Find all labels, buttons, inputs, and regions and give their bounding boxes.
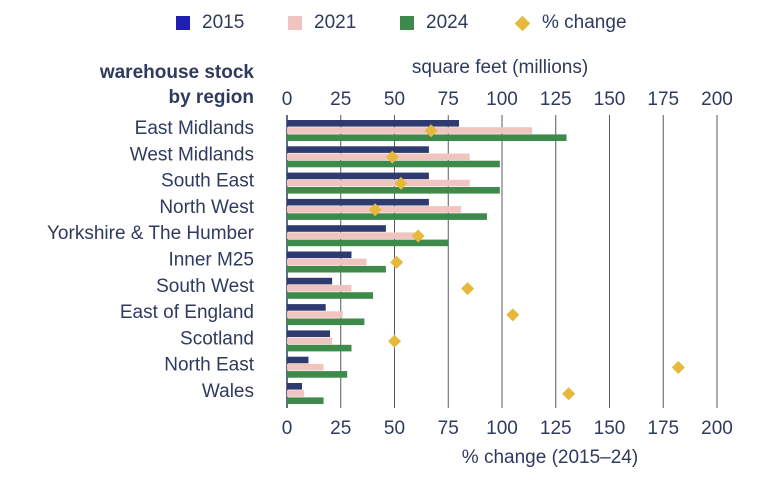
bar-2021	[287, 337, 333, 345]
bar-2015	[287, 304, 326, 311]
bar-2015	[287, 172, 429, 180]
bar-2024	[287, 344, 352, 352]
bar-2015	[287, 120, 459, 127]
bottom-tick-label: 75	[438, 418, 459, 439]
pct-change-point	[385, 150, 399, 164]
bar-2024	[287, 397, 324, 404]
pct-change-point	[562, 387, 576, 401]
legend-label-2021: 2021	[314, 12, 357, 33]
top-tick-label: 25	[330, 89, 351, 110]
bottom-tick-label: 175	[647, 418, 679, 439]
category-label: East of England	[120, 302, 254, 323]
bottom-tick-label: 0	[282, 418, 293, 439]
category-label: South East	[161, 171, 255, 192]
row-title-line2: by region	[168, 87, 254, 108]
bottom-tick-label: 50	[384, 418, 405, 439]
top-tick-label: 0	[282, 89, 293, 110]
bar-2024	[287, 134, 567, 141]
pct-change-point	[394, 176, 408, 190]
top-axis-title: square feet (millions)	[411, 57, 589, 78]
bar-2024	[287, 213, 487, 220]
bar-2024	[287, 318, 365, 326]
pct-change-point	[461, 282, 475, 296]
bottom-tick-label: 25	[330, 418, 351, 439]
bar-2021	[287, 390, 305, 397]
bar-2024	[287, 239, 449, 247]
bar-2021	[287, 179, 470, 187]
bar-2024	[287, 265, 386, 273]
legend-label-pct-change: % change	[542, 12, 627, 33]
bar-2024	[287, 292, 373, 299]
bar-2024	[287, 371, 348, 378]
category-label: Inner M25	[168, 250, 254, 271]
top-tick-label: 150	[594, 89, 626, 110]
bar-2021	[287, 127, 533, 134]
legend-label-2024: 2024	[426, 12, 469, 33]
legend-label-2015: 2015	[202, 12, 245, 33]
legend-item-2024: 2024	[400, 12, 468, 34]
bar-2015	[287, 198, 429, 206]
bar-2015	[287, 330, 330, 337]
bottom-tick-label: 100	[486, 418, 518, 439]
row-title-line1: warehouse stock	[99, 62, 254, 83]
bar-2021	[287, 311, 343, 318]
bar-2015	[287, 146, 429, 153]
category-label: Wales	[202, 381, 254, 402]
top-tick-label: 200	[701, 89, 733, 110]
bar-2021	[287, 232, 419, 239]
legend: 2015 2021 2024 % change	[0, 12, 768, 42]
bar-2021	[287, 258, 367, 266]
category-label: Scotland	[180, 328, 254, 349]
bar-2021	[287, 285, 352, 292]
bar-2024	[287, 187, 500, 194]
bar-2015	[287, 356, 309, 364]
top-tick-label: 75	[438, 89, 459, 110]
legend-item-2021: 2021	[288, 12, 356, 34]
legend-swatch-2015	[176, 16, 190, 30]
bottom-tick-label: 150	[594, 418, 626, 439]
legend-swatch-2024	[400, 16, 414, 30]
legend-item-pct-change: % change	[514, 12, 627, 34]
category-label: North West	[159, 197, 254, 218]
top-tick-label: 125	[540, 89, 572, 110]
bar-2015	[287, 225, 386, 232]
bar-2024	[287, 160, 500, 168]
bottom-tick-label: 125	[540, 418, 572, 439]
category-label: South West	[156, 276, 255, 297]
bar-2021	[287, 363, 324, 371]
bar-2015	[287, 251, 352, 259]
legend-item-2015: 2015	[176, 12, 244, 34]
pct-change-point	[671, 361, 685, 374]
top-tick-label: 50	[384, 89, 405, 110]
pct-change-point	[424, 124, 438, 138]
category-label: West Midlands	[130, 144, 254, 165]
category-label: East Midlands	[135, 118, 254, 139]
bar-2015	[287, 383, 303, 390]
pct-change-point	[390, 255, 404, 269]
pct-change-point	[368, 203, 382, 217]
bar-2021	[287, 153, 470, 161]
pct-change-point	[411, 229, 425, 243]
pct-change-point	[506, 308, 520, 322]
bottom-tick-label: 200	[701, 418, 733, 439]
bottom-axis-title: % change (2015–24)	[461, 447, 639, 468]
legend-swatch-2021	[288, 16, 302, 30]
category-label: North East	[164, 355, 254, 376]
top-tick-label: 100	[486, 89, 518, 110]
pct-change-point	[388, 334, 401, 348]
category-label: Yorkshire & The Humber	[47, 223, 255, 244]
top-tick-label: 175	[647, 89, 679, 110]
bar-2015	[287, 277, 333, 285]
